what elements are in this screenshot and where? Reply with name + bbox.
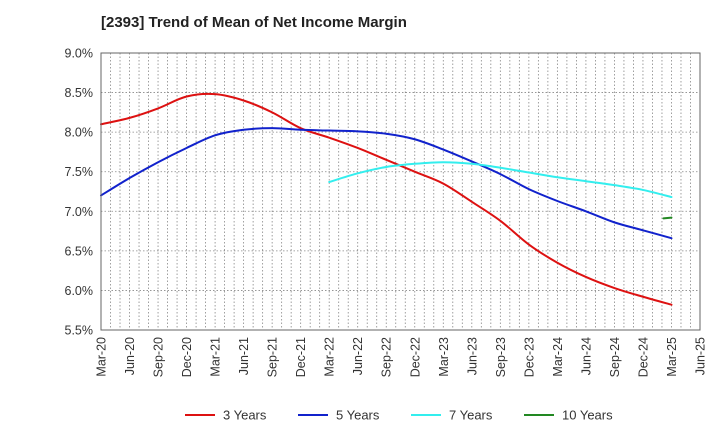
legend: 3 Years 5 Years 7 Years 10 Years bbox=[185, 408, 613, 423]
x-tick-label: Jun-24 bbox=[579, 337, 593, 375]
y-tick-label: 5.5% bbox=[65, 324, 94, 338]
y-tick-label: 6.0% bbox=[65, 284, 94, 298]
series-lines bbox=[100, 92, 673, 306]
x-tick-label: Sep-23 bbox=[494, 337, 508, 377]
y-tick-label: 7.0% bbox=[65, 205, 94, 219]
grid bbox=[100, 52, 701, 331]
x-tick-label: Mar-23 bbox=[437, 337, 451, 377]
x-tick-label: Sep-21 bbox=[266, 337, 280, 377]
series-line-3-years bbox=[100, 92, 673, 306]
legend-label: 5 Years bbox=[336, 408, 380, 423]
plot-frame bbox=[100, 52, 701, 331]
legend-label: 10 Years bbox=[562, 408, 613, 423]
legend-label: 3 Years bbox=[223, 408, 267, 423]
x-tick-label: Dec-22 bbox=[408, 337, 422, 377]
x-tick-label: Jun-25 bbox=[694, 337, 708, 375]
series-line-7-years bbox=[328, 161, 673, 199]
y-tick-label: 9.0% bbox=[65, 47, 94, 61]
x-tick-label: Dec-21 bbox=[294, 337, 308, 377]
series-line-5-years bbox=[100, 127, 673, 240]
x-tick-label: Mar-25 bbox=[665, 337, 679, 377]
y-tick-label: 8.0% bbox=[65, 126, 94, 140]
x-tick-label: Jun-22 bbox=[351, 337, 365, 375]
series-line-10-years bbox=[662, 216, 673, 220]
x-tick-label: Dec-23 bbox=[522, 337, 536, 377]
x-tick-label: Sep-22 bbox=[380, 337, 394, 377]
x-tick-label: Dec-24 bbox=[636, 337, 650, 377]
chart-title: [2393] Trend of Mean of Net Income Margi… bbox=[101, 14, 407, 31]
y-tick-label: 6.5% bbox=[65, 244, 94, 258]
plot-area bbox=[101, 53, 700, 330]
x-tick-label: Jun-23 bbox=[465, 337, 479, 375]
x-tick-label: Sep-20 bbox=[152, 337, 166, 377]
x-tick-label: Mar-24 bbox=[551, 337, 565, 377]
y-tick-label: 7.5% bbox=[65, 165, 94, 179]
axes: 5.5% 6.0% 6.5% 7.0% 7.5% 8.0% 8.5% 9.0% Mar-20 Ju… bbox=[65, 47, 708, 378]
x-tick-label: Dec-20 bbox=[180, 337, 194, 377]
x-tick-label: Sep-24 bbox=[608, 337, 622, 377]
x-tick-label: Mar-22 bbox=[323, 337, 337, 377]
x-tick-label: Jun-21 bbox=[237, 337, 251, 375]
legend-label: 7 Years bbox=[449, 408, 493, 423]
x-tick-label: Mar-20 bbox=[95, 337, 109, 377]
x-tick-label: Jun-20 bbox=[123, 337, 137, 375]
y-tick-label: 8.5% bbox=[65, 86, 94, 100]
x-tick-label: Mar-21 bbox=[209, 337, 223, 377]
